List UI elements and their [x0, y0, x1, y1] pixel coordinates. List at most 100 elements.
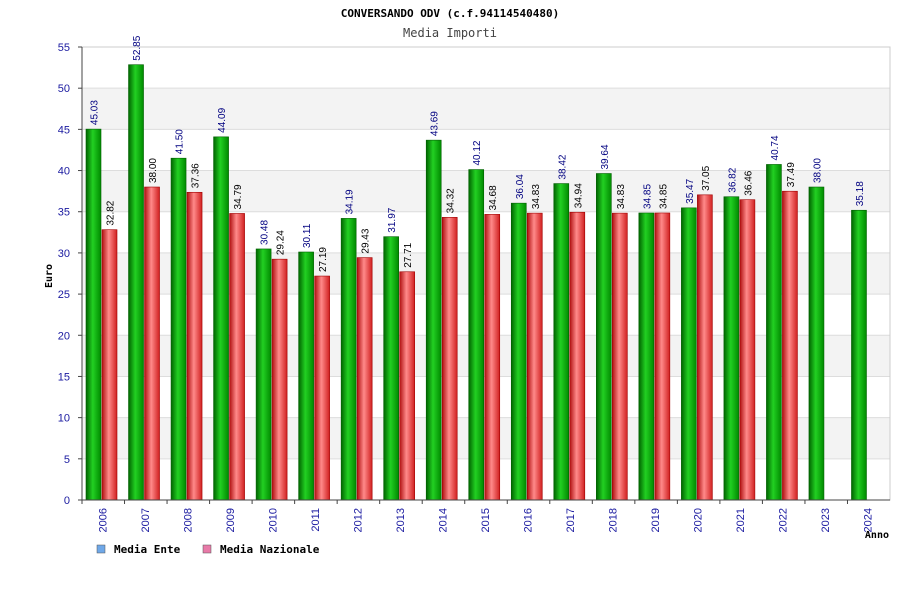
bar-media-nazionale-2022 — [782, 190, 798, 501]
bar-media-nazionale-2013 — [399, 271, 415, 501]
bar-media-nazionale-2009 — [229, 213, 245, 501]
x-tick-label: 2020 — [693, 508, 705, 532]
bar-media-ente-2008 — [170, 157, 187, 501]
y-tick-label: 45 — [58, 124, 70, 136]
bar-media-ente-2018 — [596, 173, 612, 501]
y-tick-label: 10 — [58, 413, 70, 425]
x-tick-label: 2006 — [97, 508, 109, 532]
data-label-media-ente-2018: 39.64 — [600, 144, 611, 169]
chart-subtitle: Media Importi — [403, 26, 497, 40]
x-axis-label: Anno — [865, 530, 889, 541]
y-tick-label: 20 — [58, 330, 70, 342]
bar-media-nazionale-2007 — [144, 186, 160, 501]
legend-label-media-nazionale: Media Nazionale — [220, 543, 320, 556]
bar-media-ente-2019 — [638, 212, 655, 501]
bar-media-ente-2023 — [808, 186, 825, 501]
bar-media-ente-2015 — [468, 169, 485, 501]
bar-media-nazionale-2006 — [101, 229, 118, 501]
data-label-media-nazionale-2018: 34.83 — [616, 184, 627, 209]
x-tick-label: 2013 — [395, 508, 407, 532]
bar-media-ente-2007 — [128, 64, 144, 501]
y-tick-label: 40 — [58, 166, 70, 178]
bar-media-ente-2021 — [723, 196, 740, 501]
bar-media-ente-2009 — [213, 136, 229, 501]
data-label-media-nazionale-2017: 34.94 — [573, 183, 584, 208]
bar-media-nazionale-2017 — [569, 211, 586, 501]
x-tick-label: 2019 — [650, 508, 662, 532]
bar-media-ente-2010 — [255, 248, 272, 501]
grid-band — [82, 88, 890, 130]
x-tick-label: 2014 — [437, 508, 449, 532]
x-tick-label: 2022 — [778, 508, 790, 532]
bar-media-nazionale-2015 — [484, 214, 501, 501]
data-labels: 45.03 32.82 52.85 38.00 41.50 37.36 44.09 34.79… — [90, 35, 866, 272]
x-tick-label: 2021 — [735, 508, 747, 532]
y-tick-label: 5 — [64, 454, 70, 466]
data-label-media-ente-2010: 30.48 — [260, 219, 271, 244]
data-label-media-ente-2024: 35.18 — [855, 181, 866, 206]
data-label-media-ente-2022: 40.74 — [770, 135, 781, 160]
bar-media-nazionale-2010 — [271, 258, 288, 501]
y-tick-label: 15 — [58, 371, 70, 383]
bar-media-nazionale-2014 — [441, 217, 458, 501]
x-tick-label: 2012 — [352, 508, 364, 532]
data-label-media-ente-2021: 36.82 — [727, 167, 738, 192]
bar-media-ente-2006 — [85, 128, 102, 501]
data-label-media-ente-2020: 35.47 — [685, 178, 696, 203]
bar-media-ente-2024 — [851, 209, 867, 501]
bar-media-ente-2014 — [425, 139, 442, 501]
bar-media-nazionale-2008 — [186, 191, 203, 501]
bar-media-ente-2020 — [681, 207, 697, 501]
bar-media-ente-2012 — [340, 218, 357, 501]
bar-media-ente-2013 — [383, 236, 399, 501]
data-label-media-ente-2016: 36.04 — [515, 174, 526, 199]
bar-media-nazionale-2021 — [739, 199, 756, 501]
bar-media-nazionale-2020 — [697, 194, 713, 501]
data-label-media-nazionale-2012: 29.43 — [361, 228, 372, 253]
data-label-media-nazionale-2010: 29.24 — [276, 230, 287, 255]
data-label-media-nazionale-2009: 34.79 — [233, 184, 244, 209]
data-label-media-nazionale-2015: 34.68 — [488, 185, 499, 210]
x-tick-label: 2017 — [565, 508, 577, 532]
y-tick-label: 0 — [64, 495, 70, 507]
data-label-media-nazionale-2008: 37.36 — [191, 163, 202, 188]
legend: Media Ente Media Nazionale — [96, 543, 320, 556]
data-label-media-nazionale-2007: 38.00 — [148, 158, 159, 183]
data-label-media-ente-2006: 45.03 — [90, 100, 101, 125]
data-label-media-ente-2019: 34.85 — [642, 183, 653, 208]
x-ticks: 2006 2007 2008 2009 2010 2011 2012 2013 2014 2015… — [81, 500, 875, 532]
legend-label-media-ente: Media Ente — [114, 543, 181, 556]
x-tick-label: 2011 — [310, 508, 322, 532]
legend-swatch-media-nazionale — [202, 544, 212, 554]
data-label-media-ente-2008: 41.50 — [175, 129, 186, 154]
x-tick-label: 2007 — [140, 508, 152, 532]
y-axis-label: Euro — [44, 264, 55, 288]
bar-media-nazionale-2012 — [356, 257, 373, 501]
x-tick-label: 2018 — [608, 508, 620, 532]
bar-media-nazionale-2016 — [526, 212, 543, 501]
data-label-media-nazionale-2019: 34.85 — [658, 183, 669, 208]
bar-media-ente-2017 — [553, 183, 570, 501]
bar-media-ente-2016 — [510, 202, 527, 501]
data-label-media-nazionale-2022: 37.49 — [786, 162, 797, 187]
y-tick-label: 55 — [58, 42, 70, 54]
data-label-media-ente-2011: 30.11 — [302, 223, 313, 248]
x-tick-label: 2016 — [523, 508, 535, 532]
data-label-media-nazionale-2016: 34.83 — [531, 184, 542, 209]
chart-title: CONVERSANDO ODV (c.f.94114540480) — [341, 7, 560, 20]
bar-media-nazionale-2018 — [612, 212, 628, 501]
x-tick-label: 2010 — [267, 508, 279, 532]
bar-media-ente-2022 — [766, 164, 782, 501]
x-tick-label: 2015 — [480, 508, 492, 532]
x-tick-label: 2008 — [182, 508, 194, 532]
data-label-media-ente-2023: 38.00 — [812, 158, 823, 183]
data-label-media-nazionale-2006: 32.82 — [106, 200, 117, 225]
y-tick-label: 30 — [58, 248, 70, 260]
data-label-media-nazionale-2013: 27.71 — [403, 242, 414, 267]
data-label-media-ente-2015: 40.12 — [472, 140, 483, 165]
bar-media-ente-2011 — [298, 251, 314, 501]
data-label-media-nazionale-2020: 37.05 — [701, 165, 712, 190]
data-label-media-ente-2007: 52.85 — [132, 35, 143, 60]
data-label-media-ente-2017: 38.42 — [557, 154, 568, 179]
y-tick-label: 25 — [58, 289, 70, 301]
